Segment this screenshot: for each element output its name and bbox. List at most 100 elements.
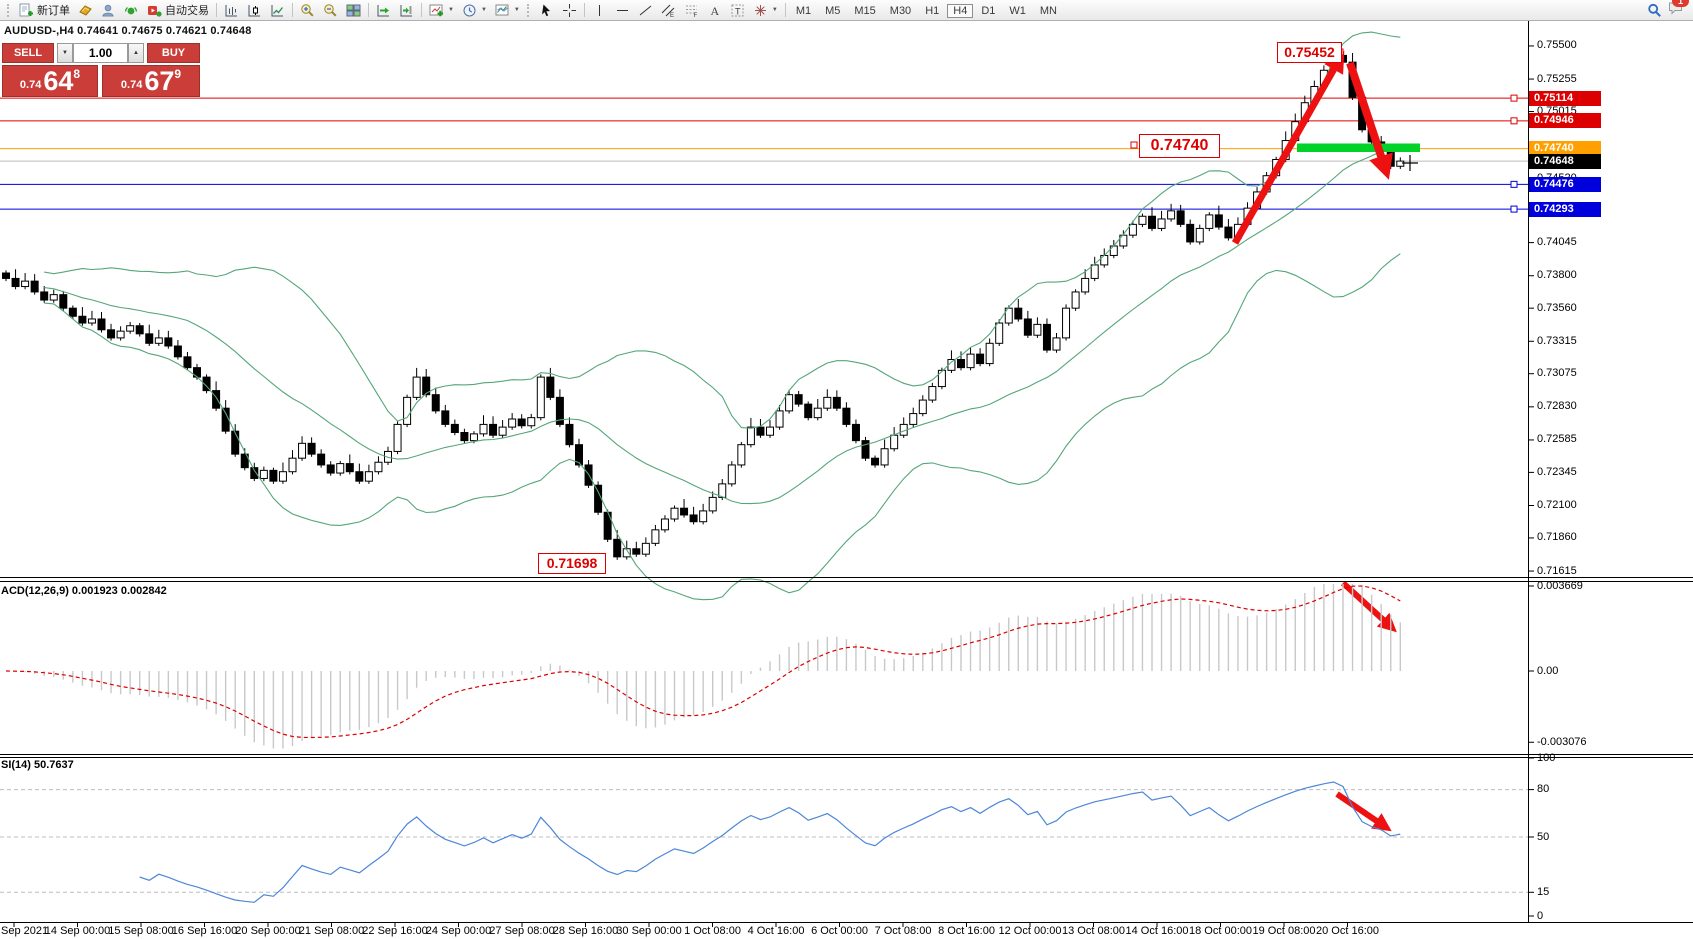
peak-price-annotation[interactable]: 0.75452 xyxy=(1277,42,1342,63)
chevron-down-icon[interactable]: ▼ xyxy=(448,7,454,13)
zoom-in-button[interactable] xyxy=(296,2,319,19)
auto-scroll-button[interactable] xyxy=(372,2,395,19)
tf-button-MN[interactable]: MN xyxy=(1039,5,1057,17)
buy-price-big: 67 xyxy=(144,66,175,96)
tf-button-M30[interactable]: M30 xyxy=(889,5,912,17)
price-level-tag[interactable]: 0.75114 xyxy=(1529,90,1601,106)
candle-body xyxy=(393,423,402,452)
low-price-annotation[interactable]: 0.71698 xyxy=(538,553,606,574)
line-chart-mode-button[interactable] xyxy=(266,2,289,19)
candle-body xyxy=(1195,227,1204,243)
rsi-down-arrow[interactable] xyxy=(1335,791,1392,832)
indicators-button[interactable]: ▼ xyxy=(425,2,458,19)
text-tool-button[interactable]: A xyxy=(703,2,726,19)
tf-button-M5[interactable]: M5 xyxy=(825,5,841,17)
candle-body xyxy=(680,507,689,516)
price-level-tag[interactable]: 0.74476 xyxy=(1529,176,1601,192)
candle-body xyxy=(746,426,755,446)
tf-button-H1[interactable]: H1 xyxy=(925,5,940,17)
candle-body xyxy=(976,353,985,365)
reversal-down-arrow[interactable] xyxy=(1346,61,1393,180)
volume-input[interactable] xyxy=(73,43,128,63)
candle-body xyxy=(403,396,412,425)
sell-button[interactable]: SELL xyxy=(2,43,54,63)
autotrading-icon xyxy=(147,3,162,18)
time-axis-label: 24 Sep 00:00 xyxy=(425,925,492,937)
tf-button-M15[interactable]: M15 xyxy=(854,5,876,17)
candle-body xyxy=(641,542,650,555)
price-level-tag[interactable]: 0.74293 xyxy=(1529,201,1601,217)
tile-windows-button[interactable] xyxy=(342,2,365,19)
arrows-tool-button[interactable]: ▼ xyxy=(749,2,782,19)
candle-body xyxy=(326,464,335,474)
support-highlight-bar[interactable] xyxy=(1297,143,1420,153)
search-icon[interactable] xyxy=(1647,3,1662,18)
price-cross-marker xyxy=(1402,155,1418,171)
rsi-line xyxy=(139,781,1401,903)
new-order-icon xyxy=(19,3,34,18)
uptrend-arrow[interactable] xyxy=(1231,50,1345,245)
support-price-annotation[interactable]: 0.74740 xyxy=(1139,134,1220,158)
candle-body xyxy=(632,548,641,555)
autotrading-button[interactable]: 自动交易 xyxy=(143,2,213,19)
zoom-out-button[interactable] xyxy=(319,2,342,19)
line-handle[interactable] xyxy=(1510,205,1518,213)
new-order-button[interactable]: 新订单 xyxy=(15,2,74,19)
bollinger-upper-band[interactable] xyxy=(44,31,1401,429)
chart-shift-button[interactable] xyxy=(395,2,418,19)
buy-price-button[interactable]: 0.74 67 9 xyxy=(102,65,200,97)
separator xyxy=(292,3,293,17)
chevron-down-icon[interactable]: ▼ xyxy=(771,7,778,13)
time-axis-label: 15 Sep 08:00 xyxy=(108,925,174,937)
candle-body xyxy=(489,423,498,436)
candle-body xyxy=(116,330,125,339)
zoom-in-icon xyxy=(300,3,315,18)
line-handle[interactable] xyxy=(1510,94,1518,102)
tf-button-W1[interactable]: W1 xyxy=(1009,5,1026,17)
alerts-button[interactable] xyxy=(120,2,143,19)
crosshair-tool-button[interactable] xyxy=(558,2,581,19)
bar-chart-mode-button[interactable] xyxy=(220,2,243,19)
text-icon: A xyxy=(707,3,722,18)
annotation-handle[interactable] xyxy=(1130,141,1138,149)
trendline-tool-button[interactable] xyxy=(634,2,657,19)
candle-body xyxy=(737,444,746,466)
bollinger-middle-band[interactable] xyxy=(44,144,1401,505)
text-label-tool-button[interactable]: T xyxy=(726,2,749,19)
tf-button-D1[interactable]: D1 xyxy=(981,5,996,17)
candlestick-mode-button[interactable] xyxy=(243,2,266,19)
price-level-tag[interactable]: 0.74946 xyxy=(1529,113,1601,129)
candle-body xyxy=(699,510,708,523)
sell-price-button[interactable]: 0.74 64 8 xyxy=(2,65,98,97)
price-level-tag[interactable]: 0.74740 xyxy=(1529,141,1601,157)
horizontal-line-tool-button[interactable] xyxy=(611,2,634,19)
line-handle[interactable] xyxy=(1510,117,1518,125)
macd-down-arrow[interactable] xyxy=(1340,580,1397,633)
candle-body xyxy=(374,461,383,473)
tf-button-M1[interactable]: M1 xyxy=(795,5,812,17)
templates-button[interactable]: ▼ xyxy=(491,2,524,19)
buy-button[interactable]: BUY xyxy=(147,43,200,63)
chevron-down-icon[interactable]: ▼ xyxy=(480,7,487,13)
periods-button[interactable]: ▼ xyxy=(458,2,491,19)
community-button[interactable] xyxy=(97,2,120,19)
line-handle[interactable] xyxy=(1510,180,1518,188)
vertical-line-tool-button[interactable] xyxy=(588,2,611,19)
candle-body xyxy=(469,433,478,442)
metaquotes-button[interactable] xyxy=(74,2,97,19)
volume-decrease-button[interactable]: ▼ xyxy=(57,43,73,63)
svg-text:E: E xyxy=(670,13,674,18)
channel-tool-button[interactable]: E xyxy=(657,2,680,19)
fibonacci-tool-button[interactable]: F xyxy=(680,2,703,19)
candle-body xyxy=(412,376,421,398)
bollinger-lower-band[interactable] xyxy=(44,253,1401,601)
candle-body xyxy=(1205,214,1214,229)
cursor-tool-button[interactable] xyxy=(535,2,558,19)
notifications-button[interactable]: 1 xyxy=(1668,0,1689,20)
chevron-down-icon[interactable]: ▼ xyxy=(513,7,520,13)
toolbar-right: 1 xyxy=(1647,0,1689,20)
tf-button-H4[interactable]: H4 xyxy=(947,4,974,18)
current-price-tag[interactable]: 0.74648 xyxy=(1529,153,1601,169)
volume-increase-button[interactable]: ▲ xyxy=(128,43,144,63)
time-axis-label: 16 Sep 16:00 xyxy=(171,925,238,937)
